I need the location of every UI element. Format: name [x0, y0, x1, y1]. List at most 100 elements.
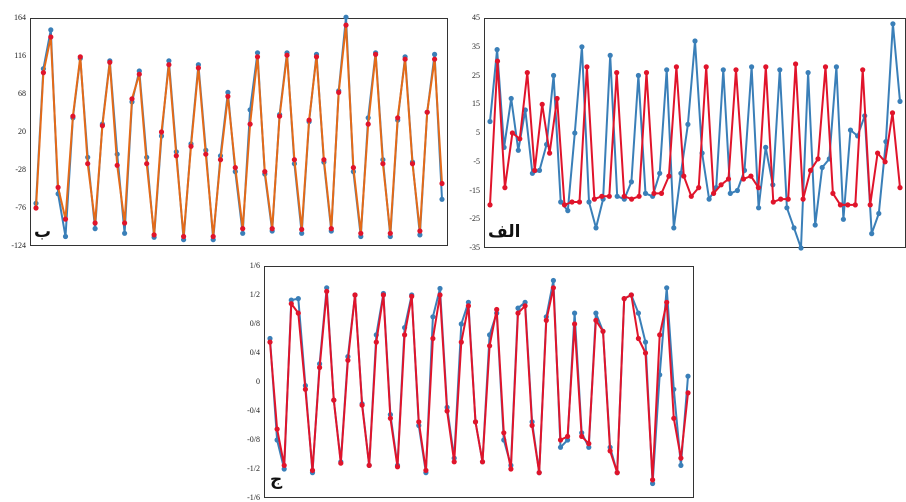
data-point-alef-2	[554, 95, 560, 102]
y-tick-label: -28	[15, 165, 26, 174]
data-point-b-2	[262, 169, 268, 175]
data-point-alef-2	[539, 101, 545, 107]
data-point-alef-1	[607, 52, 613, 59]
data-point-alef-2	[629, 196, 635, 202]
data-point-jim-2	[444, 408, 450, 414]
data-point-jim-2	[338, 460, 344, 466]
data-point-b-2	[328, 226, 334, 232]
data-point-alef-1	[593, 225, 599, 231]
data-point-alef-1	[706, 196, 712, 202]
data-point-alef-1	[890, 21, 896, 27]
y-tick-label: -124	[11, 241, 26, 250]
data-point-jim-1	[685, 373, 691, 379]
data-point-alef-2	[666, 173, 672, 179]
data-point-jim-2	[664, 299, 670, 305]
data-point-alef-1	[685, 121, 691, 127]
data-point-alef-2	[725, 176, 732, 182]
data-point-jim-2	[515, 310, 521, 316]
y-tick-label: -1/2	[247, 464, 260, 473]
data-point-alef-2	[807, 167, 814, 173]
data-point-alef-2	[703, 64, 709, 70]
data-point-b-2	[409, 161, 416, 167]
data-point-jim-2	[579, 433, 585, 439]
data-point-b-1	[439, 196, 445, 202]
data-point-alef-2	[763, 64, 769, 70]
y-tick-label: 25	[472, 70, 480, 80]
data-point-b-2	[129, 96, 135, 102]
data-point-alef-2	[778, 196, 784, 202]
data-point-alef-2	[532, 167, 538, 173]
data-point-jim-1	[430, 314, 436, 320]
data-point-jim-2	[536, 470, 542, 476]
data-point-b-2	[350, 165, 356, 171]
data-point-jim-2	[494, 306, 500, 313]
data-point-b-1	[299, 230, 305, 236]
data-point-b-1	[92, 226, 98, 232]
data-point-jim-2	[522, 303, 528, 309]
data-point-jim-2	[465, 303, 471, 309]
data-point-alef-1	[487, 118, 493, 125]
data-point-b-2	[232, 165, 238, 171]
data-point-jim-1	[650, 480, 656, 487]
data-point-alef-2	[822, 64, 829, 70]
data-point-b-2	[114, 162, 120, 168]
data-point-b-2	[432, 56, 438, 62]
data-point-alef-1	[812, 222, 818, 228]
data-point-alef-1	[508, 95, 514, 102]
data-point-jim-2	[430, 335, 436, 342]
data-point-jim-1	[295, 296, 301, 302]
data-point-b-1	[417, 232, 423, 238]
y-tick-label: 0	[256, 377, 260, 386]
y-tick-label: 15	[472, 99, 480, 109]
y-tick-label: -76	[15, 203, 26, 212]
data-point-jim-2	[487, 343, 493, 349]
data-point-jim-1	[557, 444, 564, 450]
data-point-jim-1	[678, 462, 684, 468]
data-point-alef-2	[770, 199, 776, 205]
data-point-jim-2	[550, 285, 557, 291]
data-point-jim-2	[281, 462, 287, 468]
y-tick-label: 0/8	[249, 319, 260, 328]
data-point-b-2	[217, 157, 224, 163]
data-point-b-1	[122, 230, 128, 236]
data-point-b-2	[210, 233, 216, 240]
data-point-alef-1	[791, 225, 797, 231]
data-point-jim-1	[458, 321, 464, 327]
data-point-jim-2	[359, 402, 365, 408]
data-point-jim-2	[274, 426, 280, 432]
data-point-b-1	[432, 51, 438, 58]
data-point-jim-2	[324, 288, 330, 294]
data-point-jim-2	[458, 339, 464, 345]
data-point-jim-1	[642, 339, 649, 345]
data-point-alef-1	[494, 47, 500, 53]
data-point-alef-1	[579, 44, 585, 50]
data-point-jim-2	[657, 332, 663, 338]
data-point-alef-1	[819, 164, 825, 171]
data-point-jim-2	[295, 310, 301, 316]
data-point-b-2	[269, 226, 275, 232]
data-point-b-2	[277, 113, 283, 119]
data-point-b-1	[343, 14, 349, 20]
data-point-alef-2	[502, 185, 508, 191]
data-point-alef-2	[569, 199, 575, 205]
data-point-jim-1	[522, 299, 528, 305]
data-point-alef-2	[800, 196, 806, 202]
data-point-jim-2	[416, 419, 422, 425]
y-tick-label: -1/6	[247, 493, 260, 502]
data-point-alef-1	[897, 98, 903, 104]
data-point-b-2	[225, 93, 231, 99]
data-point-jim-1	[515, 305, 521, 311]
data-point-jim-2	[600, 328, 606, 334]
data-point-b-1	[166, 58, 172, 64]
data-point-alef-2	[494, 58, 501, 64]
data-point-b-1	[48, 27, 54, 33]
data-point-b-2	[321, 157, 327, 163]
data-point-alef-1	[536, 167, 543, 173]
plot-area-jim	[264, 266, 694, 498]
data-point-b-2	[70, 113, 76, 119]
data-point-alef-1	[734, 187, 741, 194]
data-point-alef-1	[642, 190, 649, 196]
data-point-jim-2	[309, 467, 316, 473]
